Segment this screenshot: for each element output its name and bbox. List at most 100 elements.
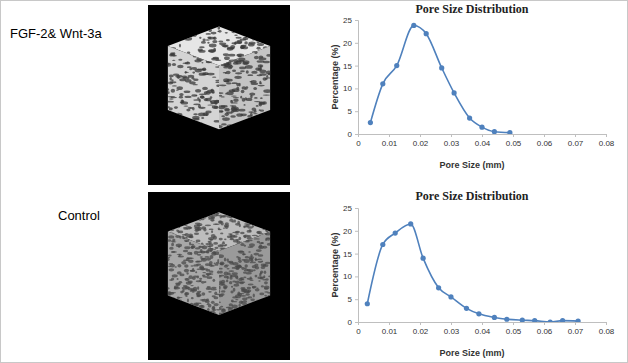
- pore: [170, 52, 175, 56]
- pore: [242, 253, 244, 256]
- pore: [177, 278, 179, 280]
- pore: [267, 114, 270, 118]
- x-axis: 00.010.020.030.040.050.060.070.08: [356, 134, 615, 148]
- tick-mark: [355, 322, 358, 323]
- pore: [218, 294, 224, 297]
- pore: [195, 261, 199, 263]
- pore: [238, 235, 242, 239]
- pore: [219, 235, 224, 237]
- pore: [201, 218, 205, 220]
- pore: [259, 310, 262, 312]
- pore: [230, 115, 236, 117]
- tick-label: 0.01: [382, 327, 398, 336]
- pore: [228, 54, 235, 57]
- pore: [175, 302, 179, 306]
- pore: [242, 86, 247, 89]
- pore: [226, 307, 229, 309]
- pore: [182, 218, 188, 220]
- pore: [199, 46, 205, 48]
- pore: [186, 258, 192, 259]
- pore: [172, 238, 175, 241]
- pore: [262, 228, 267, 230]
- pore: [256, 41, 259, 43]
- pore: [197, 97, 199, 99]
- pore: [226, 58, 234, 62]
- pore: [170, 301, 175, 304]
- pore: [179, 44, 181, 48]
- pore: [185, 62, 190, 65]
- pore: [253, 31, 260, 34]
- pore: [215, 242, 218, 244]
- tick-label: 5: [348, 107, 353, 116]
- tick-mark: [389, 134, 390, 137]
- pore: [200, 54, 203, 56]
- pore: [239, 224, 241, 227]
- pore: [192, 71, 195, 73]
- pore: [229, 239, 234, 240]
- pore: [190, 288, 193, 292]
- pore: [196, 260, 202, 262]
- tick-label: 0.07: [568, 139, 584, 148]
- pore: [190, 121, 196, 125]
- pore: [227, 216, 233, 218]
- pore: [245, 310, 248, 314]
- pore: [197, 214, 199, 217]
- pore: [231, 107, 235, 110]
- pore: [211, 236, 216, 238]
- pore: [244, 245, 246, 247]
- pore: [206, 127, 212, 130]
- pore: [197, 268, 201, 270]
- pore: [234, 76, 242, 79]
- pore: [190, 54, 192, 56]
- pore: [232, 69, 236, 72]
- pore: [170, 304, 173, 308]
- pore: [258, 57, 266, 60]
- pore: [190, 270, 195, 271]
- tick-label: 25: [343, 204, 352, 213]
- pore: [173, 26, 179, 28]
- pore: [189, 127, 194, 130]
- pore: [218, 41, 223, 43]
- pore: [253, 120, 257, 122]
- pore: [174, 302, 177, 306]
- pore: [169, 247, 174, 250]
- pore: [192, 116, 199, 120]
- pore: [191, 245, 193, 249]
- pore: [178, 230, 183, 233]
- y-axis-title: Percentage (%): [330, 44, 340, 109]
- pore: [191, 34, 197, 37]
- pore: [195, 47, 202, 50]
- pore: [202, 38, 205, 41]
- chart-title: Pore Size Distribution: [415, 2, 528, 16]
- pore: [208, 28, 211, 32]
- pore: [266, 228, 269, 232]
- pore: [249, 34, 253, 37]
- pore: [199, 278, 202, 280]
- pore: [166, 101, 174, 103]
- pore: [172, 63, 176, 66]
- pore: [209, 228, 214, 230]
- pore: [247, 236, 250, 238]
- pore: [236, 265, 242, 268]
- pore: [212, 55, 215, 58]
- pore: [171, 251, 177, 252]
- pore: [220, 262, 224, 265]
- pore: [265, 115, 272, 119]
- pore: [236, 233, 241, 235]
- pore: [248, 251, 251, 252]
- pore: [260, 219, 263, 223]
- pore: [217, 26, 220, 30]
- pore: [236, 83, 239, 86]
- cube-face: [219, 232, 270, 315]
- pore: [240, 31, 243, 35]
- pore: [218, 254, 224, 258]
- pore: [180, 101, 188, 104]
- pore: [222, 51, 230, 54]
- pore: [170, 77, 172, 81]
- pore: [253, 121, 258, 124]
- pore: [211, 287, 217, 289]
- pore: [242, 212, 245, 215]
- pore: [235, 72, 242, 74]
- pore: [241, 125, 248, 128]
- pore: [240, 114, 247, 117]
